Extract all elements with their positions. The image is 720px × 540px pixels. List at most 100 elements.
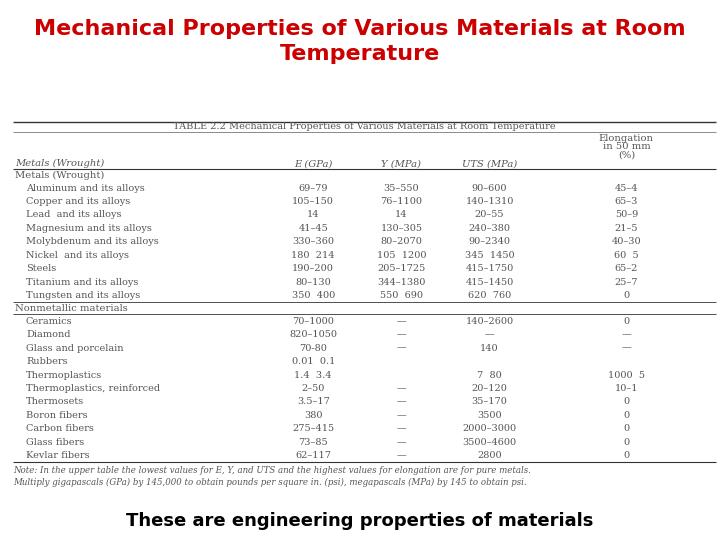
- Text: 180  214: 180 214: [292, 251, 335, 260]
- Text: These are engineering properties of materials: These are engineering properties of mate…: [126, 512, 594, 530]
- Text: 350  400: 350 400: [292, 291, 335, 300]
- Text: Nonmetallic materials: Nonmetallic materials: [15, 304, 128, 313]
- Text: Metals (Wrought): Metals (Wrought): [15, 171, 104, 180]
- Text: 0: 0: [624, 451, 629, 460]
- Text: 2800: 2800: [477, 451, 502, 460]
- Text: 3500: 3500: [477, 411, 502, 420]
- Text: 80–130: 80–130: [295, 278, 331, 287]
- Text: 0: 0: [624, 317, 629, 326]
- Text: 14: 14: [307, 211, 320, 219]
- Text: Molybdenum and its alloys: Molybdenum and its alloys: [26, 238, 158, 246]
- Text: —: —: [397, 397, 406, 407]
- Text: 69–79: 69–79: [299, 184, 328, 193]
- Text: UTS (MPa): UTS (MPa): [462, 159, 517, 168]
- Text: 620  760: 620 760: [468, 291, 511, 300]
- Text: 130–305: 130–305: [380, 224, 423, 233]
- Text: 205–1725: 205–1725: [377, 264, 426, 273]
- Text: 65–2: 65–2: [615, 264, 638, 273]
- Text: 550  690: 550 690: [380, 291, 423, 300]
- Text: —: —: [397, 330, 406, 339]
- Text: Note: In the upper table the lowest values for E, Y, and UTS and the highest val: Note: In the upper table the lowest valu…: [13, 465, 531, 487]
- Text: 60  5: 60 5: [614, 251, 639, 260]
- Text: 80–2070: 80–2070: [380, 238, 423, 246]
- Text: 41–45: 41–45: [298, 224, 328, 233]
- Text: 76–1100: 76–1100: [380, 197, 423, 206]
- Text: Steels: Steels: [26, 264, 56, 273]
- Text: Y (MPa): Y (MPa): [382, 159, 421, 168]
- Text: 70-80: 70-80: [300, 343, 327, 353]
- Text: 70–1000: 70–1000: [292, 317, 334, 326]
- Text: 90–600: 90–600: [472, 184, 508, 193]
- Text: Thermosets: Thermosets: [26, 397, 84, 407]
- Text: 415–1750: 415–1750: [465, 264, 514, 273]
- Text: 21–5: 21–5: [615, 224, 638, 233]
- Text: 7  80: 7 80: [477, 370, 502, 380]
- Text: 3500–4600: 3500–4600: [462, 438, 517, 447]
- Text: 2–50: 2–50: [302, 384, 325, 393]
- Text: 0.01  0.1: 0.01 0.1: [292, 357, 335, 366]
- Text: 0: 0: [624, 424, 629, 433]
- Text: —: —: [397, 451, 406, 460]
- Text: 20–120: 20–120: [472, 384, 508, 393]
- Text: Mechanical Properties of Various Materials at Room
Temperature: Mechanical Properties of Various Materia…: [34, 19, 686, 64]
- Text: —: —: [621, 343, 631, 353]
- Text: Copper and its alloys: Copper and its alloys: [26, 197, 130, 206]
- Text: 14: 14: [395, 211, 408, 219]
- Text: 0: 0: [624, 291, 629, 300]
- Text: 90–2340: 90–2340: [469, 238, 510, 246]
- Text: 344–1380: 344–1380: [377, 278, 426, 287]
- Text: 3.5–17: 3.5–17: [297, 397, 330, 407]
- Text: 2000–3000: 2000–3000: [462, 424, 517, 433]
- Text: 73–85: 73–85: [298, 438, 328, 447]
- Text: Kevlar fibers: Kevlar fibers: [26, 451, 89, 460]
- Text: —: —: [397, 384, 406, 393]
- Text: 40–30: 40–30: [611, 238, 642, 246]
- Text: —: —: [397, 343, 406, 353]
- Text: 20–55: 20–55: [475, 211, 504, 219]
- Text: Thermoplastics: Thermoplastics: [26, 370, 102, 380]
- Text: (%): (%): [618, 151, 635, 160]
- Text: 45–4: 45–4: [615, 184, 638, 193]
- Text: Magnesium and its alloys: Magnesium and its alloys: [26, 224, 152, 233]
- Text: 35–170: 35–170: [472, 397, 508, 407]
- Text: 105  1200: 105 1200: [377, 251, 426, 260]
- Text: —: —: [397, 438, 406, 447]
- Text: Aluminum and its alloys: Aluminum and its alloys: [26, 184, 145, 193]
- Text: 330–360: 330–360: [292, 238, 334, 246]
- Text: 140: 140: [480, 343, 499, 353]
- Text: —: —: [397, 411, 406, 420]
- Text: 50–9: 50–9: [615, 211, 638, 219]
- Text: Elongation: Elongation: [599, 134, 654, 143]
- Text: 190–200: 190–200: [292, 264, 334, 273]
- Text: 1000  5: 1000 5: [608, 370, 645, 380]
- Text: Carbon fibers: Carbon fibers: [26, 424, 94, 433]
- Text: 415–1450: 415–1450: [465, 278, 514, 287]
- Text: —: —: [397, 424, 406, 433]
- Text: Thermoplastics, reinforced: Thermoplastics, reinforced: [26, 384, 160, 393]
- Text: Ceramics: Ceramics: [26, 317, 73, 326]
- Text: 35–550: 35–550: [384, 184, 419, 193]
- Text: 0: 0: [624, 411, 629, 420]
- Text: 62–117: 62–117: [295, 451, 331, 460]
- Text: 345  1450: 345 1450: [465, 251, 514, 260]
- Text: Diamond: Diamond: [26, 330, 71, 339]
- Text: 0: 0: [624, 438, 629, 447]
- Text: E (GPa): E (GPa): [294, 159, 333, 168]
- Text: 0: 0: [624, 397, 629, 407]
- Text: Glass and porcelain: Glass and porcelain: [26, 343, 123, 353]
- Text: Titanium and its alloys: Titanium and its alloys: [26, 278, 138, 287]
- Text: 275–415: 275–415: [292, 424, 334, 433]
- Text: 820–1050: 820–1050: [289, 330, 337, 339]
- Text: 10–1: 10–1: [615, 384, 638, 393]
- Text: Nickel  and its alloys: Nickel and its alloys: [26, 251, 129, 260]
- Text: 380: 380: [304, 411, 323, 420]
- Text: 65–3: 65–3: [615, 197, 638, 206]
- Text: 140–2600: 140–2600: [466, 317, 513, 326]
- Text: Boron fibers: Boron fibers: [26, 411, 88, 420]
- Text: Metals (Wrought): Metals (Wrought): [15, 159, 104, 168]
- Text: Lead  and its alloys: Lead and its alloys: [26, 211, 122, 219]
- Text: 140–1310: 140–1310: [465, 197, 514, 206]
- Text: —: —: [621, 330, 631, 339]
- Text: in 50 mm: in 50 mm: [603, 142, 650, 151]
- Text: 105–150: 105–150: [292, 197, 334, 206]
